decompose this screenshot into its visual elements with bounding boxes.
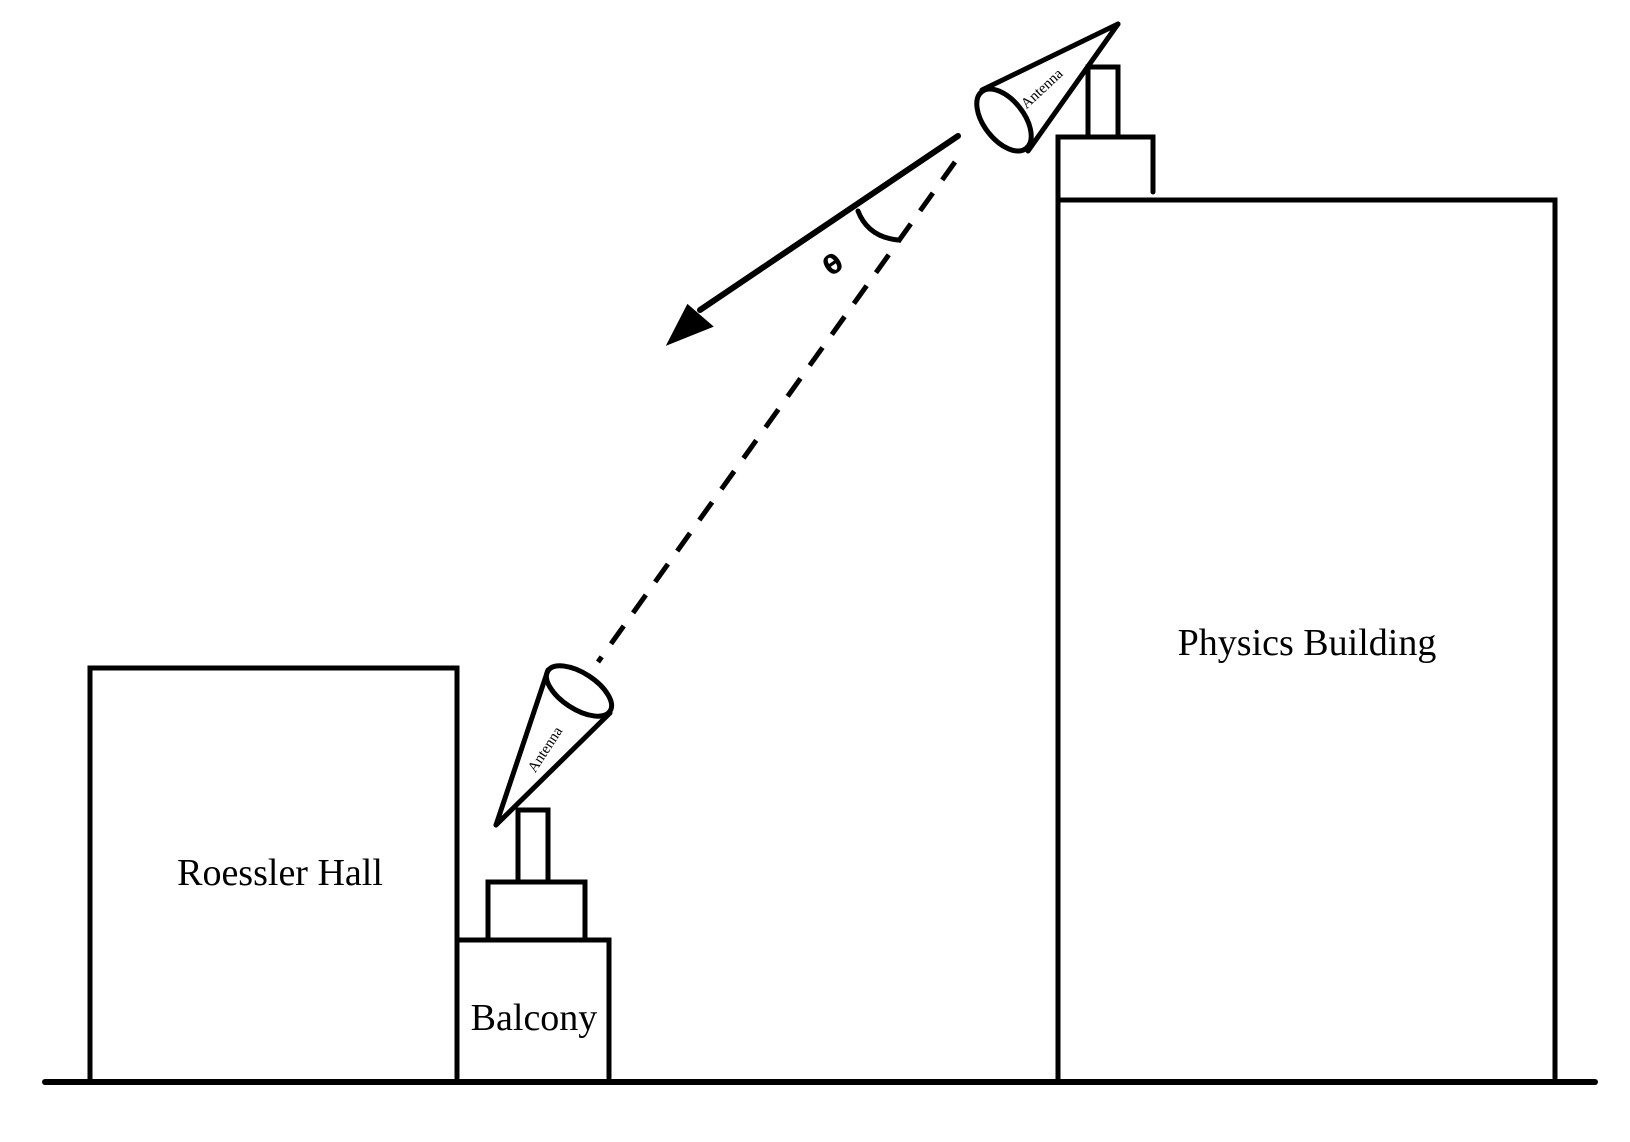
antenna-bottom: Antenna (493, 663, 615, 828)
angle-arc (855, 208, 901, 243)
pointing-arrow-head (665, 303, 714, 346)
pointing-arrow-shaft (697, 133, 961, 313)
balcony (456, 937, 612, 1081)
balcony-mount-post (515, 807, 551, 885)
roessler-hall (87, 665, 460, 1083)
antenna-top: Antenna (974, 21, 1121, 154)
balcony-label: Balcony (471, 997, 598, 1039)
antenna-bottom-label: Antenna (525, 724, 566, 776)
angle-label: θ (818, 248, 850, 283)
line-of-sight (595, 160, 958, 664)
roessler-hall-label: Roessler Hall (177, 852, 383, 894)
physics-mount-post (1085, 64, 1121, 140)
balcony-mount-base (485, 879, 588, 943)
physics-mount-base (1055, 134, 1156, 201)
physics-building-label: Physics Building (1178, 622, 1437, 664)
physics-building (1055, 197, 1558, 1083)
